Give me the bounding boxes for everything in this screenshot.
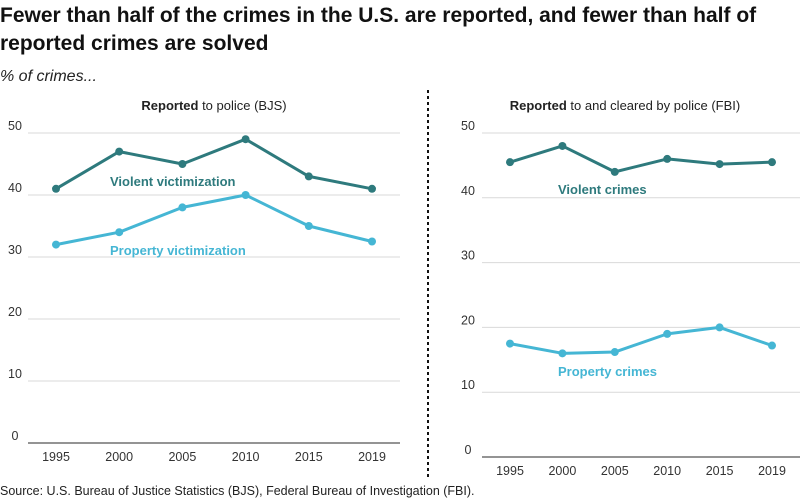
data-point-violent <box>304 172 313 181</box>
panel-title-bold: Reported <box>141 98 198 113</box>
data-point-violent <box>52 184 60 193</box>
panel-title-rest: to police (BJS) <box>198 98 286 113</box>
data-point-property <box>768 341 776 350</box>
y-tick-label: 0 <box>12 429 19 443</box>
data-point-violent <box>663 154 672 163</box>
data-point-violent <box>610 167 619 176</box>
data-point-property <box>304 222 313 230</box>
chart-subtitle: % of crimes... <box>0 68 97 85</box>
y-tick-label: 40 <box>461 184 475 198</box>
data-point-violent <box>768 158 776 167</box>
x-tick-label: 1995 <box>496 464 524 478</box>
y-tick-label: 30 <box>461 249 475 263</box>
series-label-violent: Violent crimes <box>558 182 647 197</box>
y-tick-label: 50 <box>461 119 475 133</box>
data-point-property <box>115 228 124 237</box>
chart-panel-2: Reported to and cleared by police (FBI) 0… <box>461 98 800 478</box>
series-label-property: Property crimes <box>558 364 657 379</box>
data-point-property <box>663 329 672 338</box>
panel-title-bold: Reported <box>510 98 567 113</box>
data-point-violent <box>368 184 376 193</box>
data-point-violent <box>715 160 724 169</box>
data-point-property <box>368 237 376 246</box>
data-point-violent <box>178 160 187 168</box>
data-point-property <box>610 348 619 357</box>
panel-title-rest: to and cleared by police (FBI) <box>567 98 740 113</box>
data-point-violent <box>558 141 567 150</box>
panel-title: Reported to and cleared by police (FBI) <box>510 98 740 113</box>
y-tick-label: 20 <box>8 305 22 319</box>
x-tick-label: 2019 <box>358 450 386 464</box>
series-line-property <box>54 193 374 247</box>
x-tick-label: 2005 <box>601 464 629 478</box>
y-tick-label: 10 <box>461 378 475 392</box>
series-label-property: Property victimization <box>110 243 246 258</box>
data-point-property <box>715 323 724 332</box>
x-tick-label: 2019 <box>758 464 786 478</box>
data-point-property <box>52 240 60 249</box>
data-point-property <box>178 203 187 212</box>
chart-panel-1: Reported to police (BJS) 0 10 20 30 40 50 1995 2… <box>8 98 400 464</box>
y-tick-label: 10 <box>8 367 22 381</box>
x-tick-label: 2010 <box>232 450 260 464</box>
data-point-violent <box>115 147 124 156</box>
series-label-violent: Violent victimization <box>110 174 236 189</box>
series-line-violent <box>508 144 774 174</box>
y-tick-label: 30 <box>8 243 22 257</box>
series-line-violent <box>54 137 374 191</box>
y-tick-label: 40 <box>8 181 22 195</box>
chart-title: Fewer than half of the crimes in the U.S… <box>0 4 757 55</box>
source-note: Source: U.S. Bureau of Justice Statistic… <box>0 484 475 498</box>
data-point-violent <box>506 158 514 167</box>
panel-title: Reported to police (BJS) <box>141 98 286 113</box>
y-tick-label: 50 <box>8 119 22 133</box>
y-tick-label: 0 <box>465 443 472 457</box>
x-tick-label: 1995 <box>42 450 70 464</box>
x-tick-label: 2010 <box>653 464 681 478</box>
series-line-property <box>508 325 774 355</box>
y-tick-label: 20 <box>461 313 475 327</box>
data-point-property <box>241 191 250 199</box>
x-tick-label: 2000 <box>105 450 133 464</box>
x-tick-label: 2005 <box>168 450 196 464</box>
x-tick-label: 2000 <box>548 464 576 478</box>
data-point-violent <box>241 135 250 144</box>
data-point-property <box>506 339 514 348</box>
x-tick-label: 2015 <box>295 450 323 464</box>
data-point-property <box>558 349 567 358</box>
x-tick-label: 2015 <box>706 464 734 478</box>
